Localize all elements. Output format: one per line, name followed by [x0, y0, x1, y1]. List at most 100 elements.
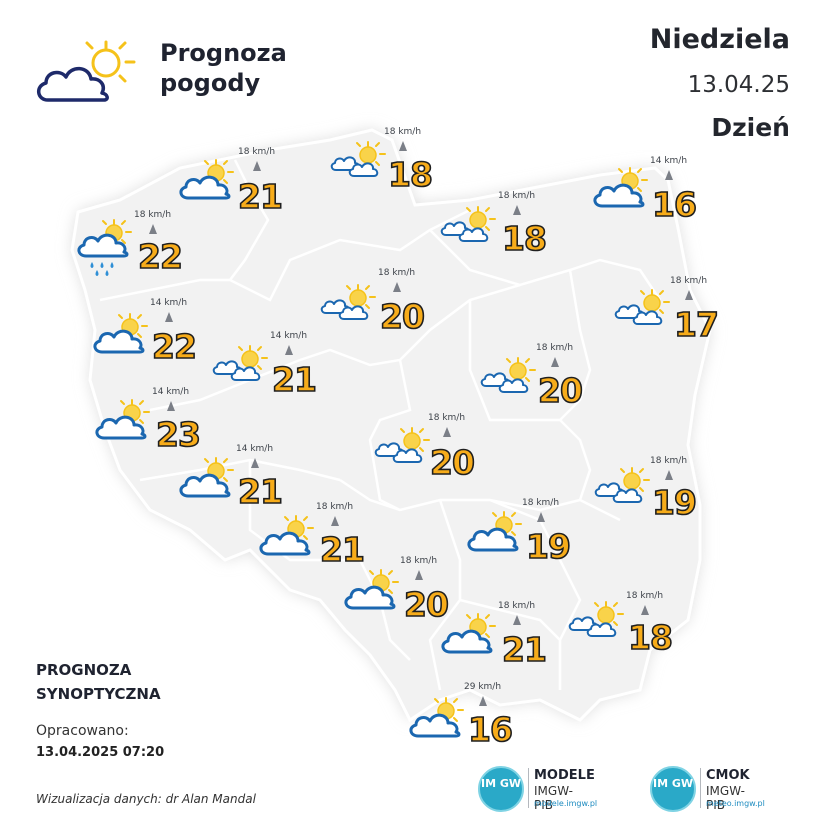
- credit-line: Wizualizacja danych: dr Alan Mandal: [36, 792, 256, 806]
- wind-direction-arrow-icon: [685, 290, 693, 300]
- station-warszawa[interactable]: 18 km/h 20: [0, 0, 584, 408]
- wind-speed-label: 18 km/h: [400, 556, 438, 566]
- station-szczecin[interactable]: 18 km/h 22: [0, 0, 184, 276]
- wind-direction-arrow-icon: [537, 512, 545, 522]
- wind-speed-label: 18 km/h: [536, 343, 574, 353]
- station-krakow[interactable]: 18 km/h 21: [0, 0, 548, 667]
- partly-cloudy-icon: [94, 398, 154, 446]
- temperature-value: 19: [525, 527, 572, 566]
- station-bialystok[interactable]: 18 km/h 17: [0, 0, 720, 342]
- station-poznan[interactable]: 14 km/h 21: [0, 0, 318, 397]
- wind-direction-arrow-icon: [479, 696, 487, 706]
- temperature-value: 21: [501, 630, 548, 669]
- temperature-value: 16: [467, 710, 514, 749]
- station-gorzow[interactable]: 14 km/h 22: [0, 0, 198, 364]
- wind-speed-label: 18 km/h: [650, 456, 688, 466]
- station-gdansk[interactable]: 18 km/h 18: [0, 0, 434, 192]
- temperature-value: 18: [501, 219, 548, 258]
- temperature-value: 19: [651, 483, 698, 522]
- header-title: Prognoza pogody: [160, 38, 287, 98]
- temperature-value: 21: [237, 177, 284, 216]
- sun-two-clouds-icon: [480, 356, 540, 400]
- org-name: CMOK: [706, 768, 750, 783]
- wind-direction-arrow-icon: [165, 312, 173, 322]
- temperature-value: 20: [379, 297, 426, 336]
- wind-direction-arrow-icon: [167, 401, 175, 411]
- partly-cloudy-icon: [408, 696, 468, 744]
- station-lodz[interactable]: 18 km/h 20: [0, 0, 476, 480]
- badge-text-top: IM GW: [481, 777, 521, 790]
- org-separator: [700, 768, 701, 808]
- sun-two-clouds-icon: [212, 344, 272, 388]
- station-bydgoszcz[interactable]: 18 km/h 20: [0, 0, 426, 334]
- wind-direction-arrow-icon: [513, 205, 521, 215]
- wind-direction-arrow-icon: [251, 458, 259, 468]
- temperature-value: 20: [537, 371, 584, 410]
- partly-cloudy-icon: [440, 612, 500, 660]
- temperature-value: 16: [651, 185, 698, 224]
- station-zakopane[interactable]: 29 km/h 16: [0, 0, 514, 747]
- station-kielce[interactable]: 18 km/h 19: [0, 0, 572, 564]
- temperature-value: 17: [673, 305, 720, 344]
- org-url[interactable]: modele.imgw.pl: [534, 799, 598, 808]
- forecast-date: 13.04.25: [687, 72, 790, 98]
- wind-direction-arrow-icon: [513, 615, 521, 625]
- province-borders: [99, 159, 662, 691]
- forecast-type: PROGNOZA SYNOPTYCZNA: [36, 658, 161, 706]
- forecast-period: Dzień: [711, 113, 790, 142]
- partly-cloudy-logo-icon: [37, 40, 136, 102]
- partly-cloudy-icon: [258, 514, 318, 562]
- temperature-value: 18: [627, 618, 674, 657]
- day-name: Niedziela: [649, 24, 790, 55]
- wind-speed-label: 18 km/h: [316, 502, 354, 512]
- station-zielona-gora[interactable]: 14 km/h 23: [0, 0, 202, 452]
- wind-direction-arrow-icon: [641, 605, 649, 615]
- wind-direction-arrow-icon: [443, 427, 451, 437]
- forecast-type-line1: PROGNOZA: [36, 661, 132, 679]
- org-subtitle: IMGW-PIB: [706, 784, 745, 812]
- wind-speed-label: 18 km/h: [378, 268, 416, 278]
- wind-speed-label: 14 km/h: [236, 444, 274, 454]
- temperature-value: 21: [319, 530, 366, 569]
- wind-speed-label: 18 km/h: [428, 413, 466, 423]
- org-name: MODELE: [534, 768, 595, 783]
- partly-cloudy-icon: [92, 312, 152, 360]
- station-lublin[interactable]: 18 km/h 19: [0, 0, 698, 520]
- wind-speed-label: 18 km/h: [238, 147, 276, 157]
- station-n-coast-west[interactable]: 18 km/h 21: [0, 0, 284, 214]
- org-url[interactable]: meteo.imgw.pl: [706, 799, 765, 808]
- temperature-value: 21: [271, 360, 318, 399]
- wind-direction-arrow-icon: [331, 516, 339, 526]
- wind-direction-arrow-icon: [393, 282, 401, 292]
- sun-two-clouds-icon: [614, 288, 674, 332]
- wind-direction-arrow-icon: [665, 470, 673, 480]
- station-suwalki[interactable]: 14 km/h 16: [0, 0, 698, 222]
- wind-direction-arrow-icon: [253, 161, 261, 171]
- wind-direction-arrow-icon: [665, 170, 673, 180]
- wind-direction-arrow-icon: [149, 224, 157, 234]
- rain-shower-icon: [76, 218, 136, 282]
- sun-two-clouds-icon: [440, 205, 500, 249]
- wind-speed-label: 18 km/h: [522, 498, 560, 508]
- station-opole[interactable]: 18 km/h 20: [0, 0, 450, 622]
- wind-direction-arrow-icon: [399, 141, 407, 151]
- forecast-type-line2: SYNOPTYCZNA: [36, 685, 161, 703]
- temperature-value: 23: [155, 415, 202, 454]
- sun-two-clouds-icon: [330, 140, 390, 184]
- wind-speed-label: 14 km/h: [270, 331, 308, 341]
- station-legnica[interactable]: 14 km/h 21: [0, 0, 284, 509]
- wind-speed-label: 18 km/h: [498, 191, 536, 201]
- station-wroclaw[interactable]: 18 km/h 21: [0, 0, 366, 567]
- partly-cloudy-icon: [466, 510, 526, 558]
- sun-two-clouds-icon: [374, 426, 434, 470]
- partly-cloudy-icon: [592, 166, 652, 214]
- station-rzeszow[interactable]: 18 km/h 18: [0, 0, 674, 655]
- partly-cloudy-icon: [343, 568, 403, 616]
- sun-two-clouds-icon: [320, 283, 380, 327]
- wind-speed-label: 18 km/h: [134, 210, 172, 220]
- wind-speed-label: 18 km/h: [670, 276, 708, 286]
- wind-speed-label: 14 km/h: [150, 298, 188, 308]
- wind-speed-label: 18 km/h: [626, 591, 664, 601]
- station-olsztyn[interactable]: 18 km/h 18: [0, 0, 548, 256]
